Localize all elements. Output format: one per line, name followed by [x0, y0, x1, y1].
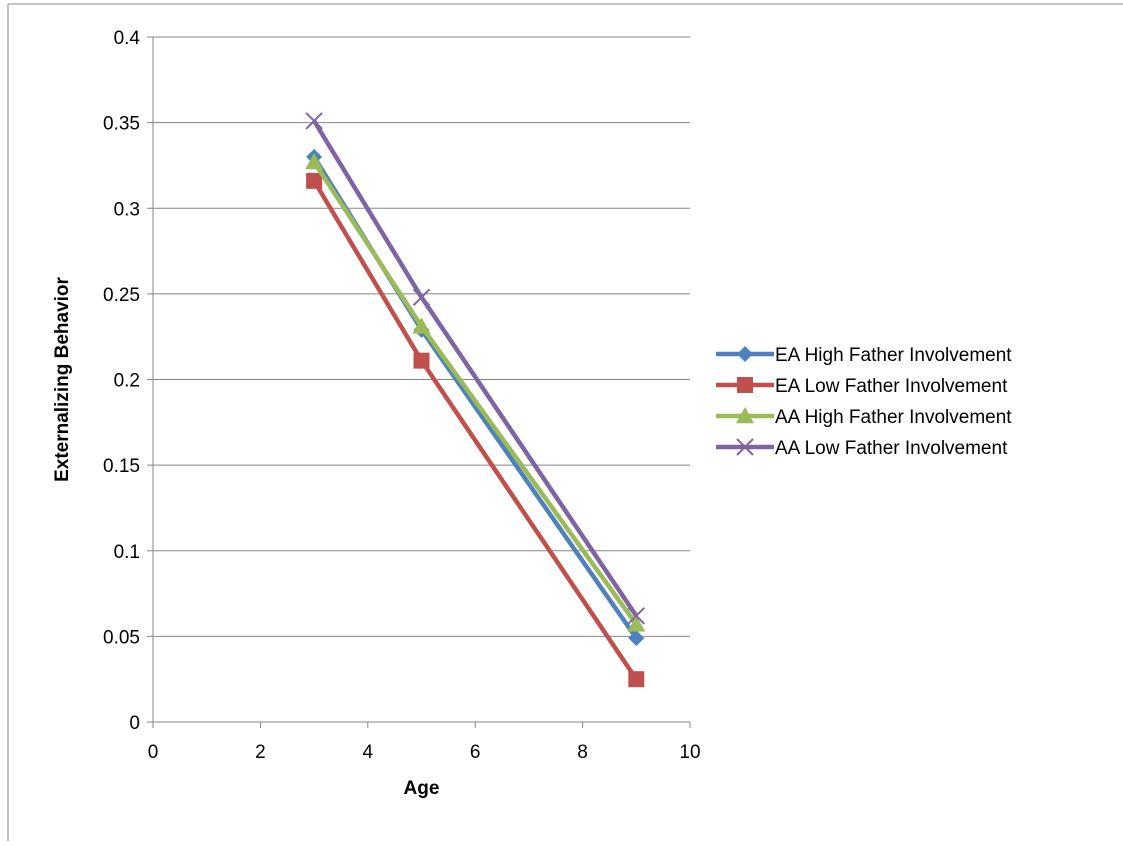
series-1-point-2: [628, 671, 645, 688]
legend-marker-2: [736, 407, 754, 424]
legend-entry-3: AA Low Father Involvement: [716, 438, 1008, 459]
legend-marker-0: [737, 346, 753, 362]
x-tick-label-3: 6: [470, 742, 481, 763]
legend-entry-1: EA Low Father Involvement: [716, 376, 1008, 397]
legend-label-3: AA Low Father Involvement: [775, 438, 1008, 459]
series-line-1: [312, 179, 639, 681]
series-layer: [305, 112, 646, 688]
series-2: [305, 153, 646, 632]
series-0-point-2: [628, 630, 645, 647]
y-tick-label-5: 0.25: [103, 285, 140, 306]
series-3-point-2-stroke-b: [627, 607, 646, 625]
y-tick-label-8: 0.4: [114, 28, 141, 49]
y-tick-label-3: 0.15: [103, 456, 140, 477]
x-tick-label-2: 4: [363, 742, 374, 763]
series-3-point-0-stroke-b: [305, 112, 323, 130]
legend-label-0: EA High Father Involvement: [775, 345, 1012, 366]
series-2-point-1: [412, 317, 431, 334]
series-2-point-0: [305, 153, 324, 170]
legend-entry-2: AA High Father Involvement: [716, 407, 1012, 428]
legend: EA High Father Involvement EA Low Father …: [716, 345, 1012, 459]
y-tick-label-7: 0.35: [103, 114, 140, 135]
legend-label-1: EA Low Father Involvement: [775, 376, 1008, 397]
series-3-point-1: [412, 288, 431, 307]
x-axis-title: Age: [404, 778, 440, 799]
axes: [147, 36, 691, 728]
y-tick-label-1: 0.05: [103, 627, 140, 648]
legend-marker-3-stroke-b: [736, 438, 754, 456]
series-1-point-1: [413, 352, 430, 369]
series-2-point-2: [627, 615, 646, 632]
x-tick-label-4: 8: [577, 742, 588, 763]
series-line-3: [312, 119, 639, 618]
series-3-point-1-stroke-b: [412, 288, 431, 307]
series-3: [305, 112, 646, 625]
series-3-point-0: [305, 112, 323, 130]
y-tick-label-6: 0.3: [114, 199, 140, 220]
series-1: [306, 172, 645, 688]
x-tick-label-5: 10: [679, 742, 700, 763]
y-tick-label-2: 0.1: [114, 542, 140, 563]
legend-marker-3: [736, 438, 754, 456]
legend-label-2: AA High Father Involvement: [775, 407, 1012, 428]
series-1-point-0: [306, 172, 323, 189]
y-axis-title: Externalizing Behavior: [52, 276, 73, 481]
x-tick-label-0: 0: [148, 742, 159, 763]
tick-labels: 0 0.05 0.1 0.15 0.2 0.25 0.3 0.35 0.4 0 2 4 6 8 10: [103, 28, 701, 763]
legend-entry-0: EA High Father Involvement: [716, 345, 1012, 366]
series-3-point-2: [627, 607, 646, 625]
y-tick-label-4: 0.2: [114, 371, 140, 392]
legend-marker-1: [737, 377, 753, 393]
x-tick-label-1: 2: [255, 742, 266, 763]
y-tick-label-0: 0: [129, 713, 140, 734]
